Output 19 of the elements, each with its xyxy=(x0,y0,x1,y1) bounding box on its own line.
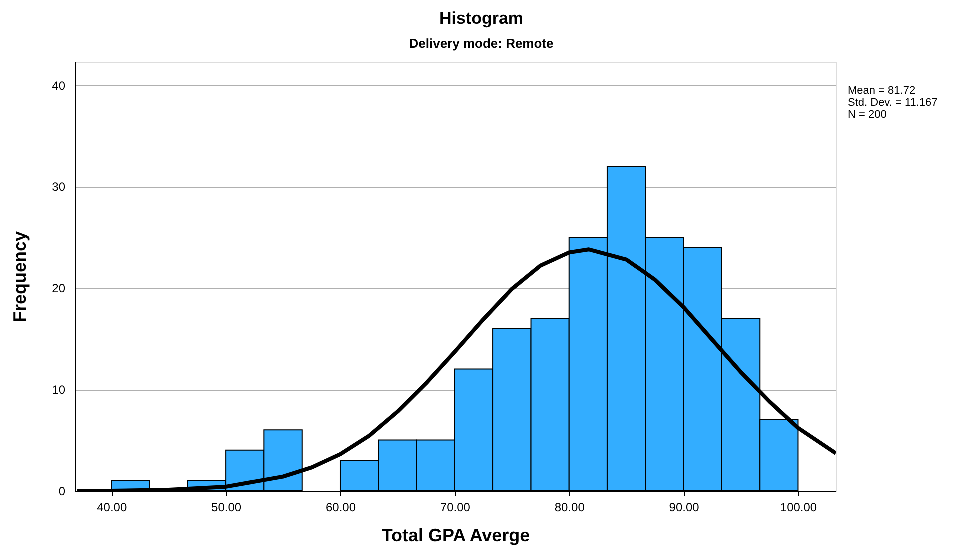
text: Mean = 81.72 xyxy=(848,85,916,97)
chart-subtitle: Delivery mode: Remote xyxy=(409,36,554,51)
x-tick-label: 90.00 xyxy=(669,500,700,514)
text: N = 200 xyxy=(848,109,887,121)
y-axis-title: Frequency xyxy=(10,231,30,323)
x-tick-label: 60.00 xyxy=(326,500,356,514)
x-tick-label: 50.00 xyxy=(212,500,242,514)
x-tick-label: 40.00 xyxy=(97,500,128,514)
x-tick-label: 80.00 xyxy=(554,500,586,514)
y-tick-label: 0 xyxy=(58,484,66,498)
text: Std. Dev. = 11.167 xyxy=(848,97,938,109)
y-tick-label: 30 xyxy=(52,180,66,194)
chart-title: Histogram xyxy=(439,9,524,28)
x-tick-label: 100.00 xyxy=(780,500,818,514)
y-tick-label: 40 xyxy=(52,78,66,93)
y-tick-label: 10 xyxy=(52,383,66,398)
y-tick-label: 20 xyxy=(52,282,66,296)
x-axis-title: Total GPA Averge xyxy=(382,526,530,546)
x-tick-label: 70.00 xyxy=(440,500,471,514)
